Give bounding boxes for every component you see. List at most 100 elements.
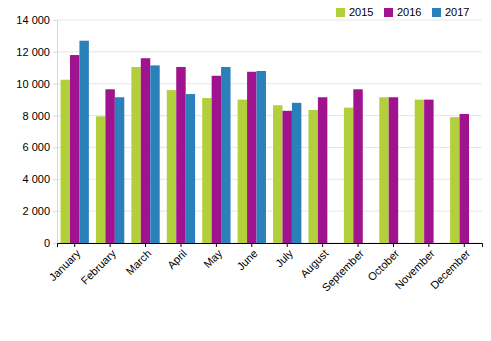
series [61, 67, 460, 243]
y-axis-line [53, 21, 58, 244]
x-tick-label: July [273, 247, 296, 270]
x-tick-mark [322, 243, 323, 247]
bar [450, 117, 459, 243]
bar [141, 58, 150, 243]
grid-line [57, 20, 482, 21]
x-tick-label: May [201, 247, 225, 271]
series [70, 55, 469, 243]
x-tick: July [273, 243, 296, 269]
bar [257, 71, 266, 243]
y-tick-label: 6 000 [22, 141, 50, 153]
legend-item: 2016 [384, 6, 421, 18]
y-tick-label: 8 000 [22, 110, 50, 122]
legend: 2015 2016 2017 [336, 6, 469, 18]
x-tick-label: February [78, 247, 118, 287]
y-axis: 0 2 000 4 000 6 000 8 000 10 000 12 000 14 000 [16, 14, 57, 249]
x-tick-label: October [365, 247, 401, 283]
x-tick: March [123, 243, 153, 277]
bar [424, 100, 433, 243]
bar [308, 110, 317, 243]
x-tick-label: December [428, 247, 473, 292]
grid [57, 20, 482, 243]
x-tick: May [201, 243, 225, 270]
bar [282, 111, 291, 243]
bar [415, 100, 424, 243]
x-tick-mark [145, 243, 146, 247]
y-tick-mark [53, 243, 57, 244]
y-tick-label: 4 000 [22, 173, 50, 185]
x-tick-mark [464, 243, 465, 247]
legend-label: 2015 [349, 6, 373, 18]
x-tick: April [165, 243, 189, 271]
bar [131, 67, 140, 243]
legend-swatch [336, 8, 345, 17]
x-axis: JanuaryFebruaryMarch April May June JulyAugu… [46, 243, 482, 294]
legend-item: 2017 [432, 6, 469, 18]
y-tick-label: 14 000 [16, 14, 50, 26]
x-tick-mark [393, 243, 394, 247]
x-tick: September [319, 243, 366, 294]
bar [221, 67, 230, 243]
x-tick: October [365, 243, 401, 283]
bar [61, 80, 70, 243]
x-tick-label: September [319, 247, 366, 294]
bar [389, 97, 398, 243]
y-tick-mark [53, 84, 57, 85]
legend-label: 2017 [445, 6, 469, 18]
y-tick-mark [53, 116, 57, 117]
x-tick-label: August [298, 247, 331, 280]
chart: 0 2 000 4 000 6 000 8 000 10 000 12 000 14 000 J… [0, 0, 491, 341]
x-tick-mark [358, 243, 359, 247]
plot: 0 2 000 4 000 6 000 8 000 10 000 12 000 14 000 J… [16, 14, 482, 294]
y-tick: 2 000 [22, 205, 57, 217]
y-tick: 8 000 [22, 110, 57, 122]
legend-swatch [432, 8, 441, 17]
bar [460, 114, 469, 243]
bar [273, 105, 282, 243]
x-tick: June [234, 243, 259, 272]
x-tick: August [298, 243, 331, 280]
bar [353, 89, 362, 243]
bar [115, 97, 124, 243]
legend-label: 2016 [397, 6, 421, 18]
x-tick-mark [251, 243, 252, 247]
bar [292, 103, 301, 243]
x-tick: February [78, 243, 118, 287]
y-tick-label: 10 000 [16, 78, 50, 90]
x-tick-mark [110, 243, 111, 247]
bar [150, 65, 159, 243]
bar [379, 97, 388, 243]
x-tick-mark [428, 243, 429, 247]
bar [238, 100, 247, 243]
bar [70, 55, 79, 243]
series [79, 41, 301, 243]
y-tick: 0 [44, 237, 57, 249]
y-tick: 6 000 [22, 141, 57, 153]
y-tick: 12 000 [16, 46, 57, 58]
x-tick-mark [74, 243, 75, 247]
bar [318, 97, 327, 243]
x-tick: January [46, 243, 83, 283]
y-tick: 10 000 [16, 78, 57, 90]
x-tick-label: April [165, 247, 189, 271]
bar [247, 72, 256, 243]
y-tick-mark [53, 52, 57, 53]
x-tick-mark [180, 243, 181, 247]
x-tick: December [428, 243, 473, 291]
y-tick-label: 12 000 [16, 46, 50, 58]
bars [61, 41, 469, 243]
y-tick-label: 2 000 [22, 205, 50, 217]
y-tick-label: 0 [44, 237, 50, 249]
x-tick-mark [287, 243, 288, 247]
y-tick-mark [53, 179, 57, 180]
x-axis-line [58, 244, 483, 248]
bar [344, 108, 353, 243]
x-tick-label: March [123, 247, 153, 277]
grid-line [57, 51, 482, 52]
bar [176, 67, 185, 243]
bar [79, 41, 88, 243]
y-tick: 4 000 [22, 173, 57, 185]
bar [186, 94, 195, 243]
x-tick-label: June [234, 247, 259, 272]
x-tick-mark [216, 243, 217, 247]
